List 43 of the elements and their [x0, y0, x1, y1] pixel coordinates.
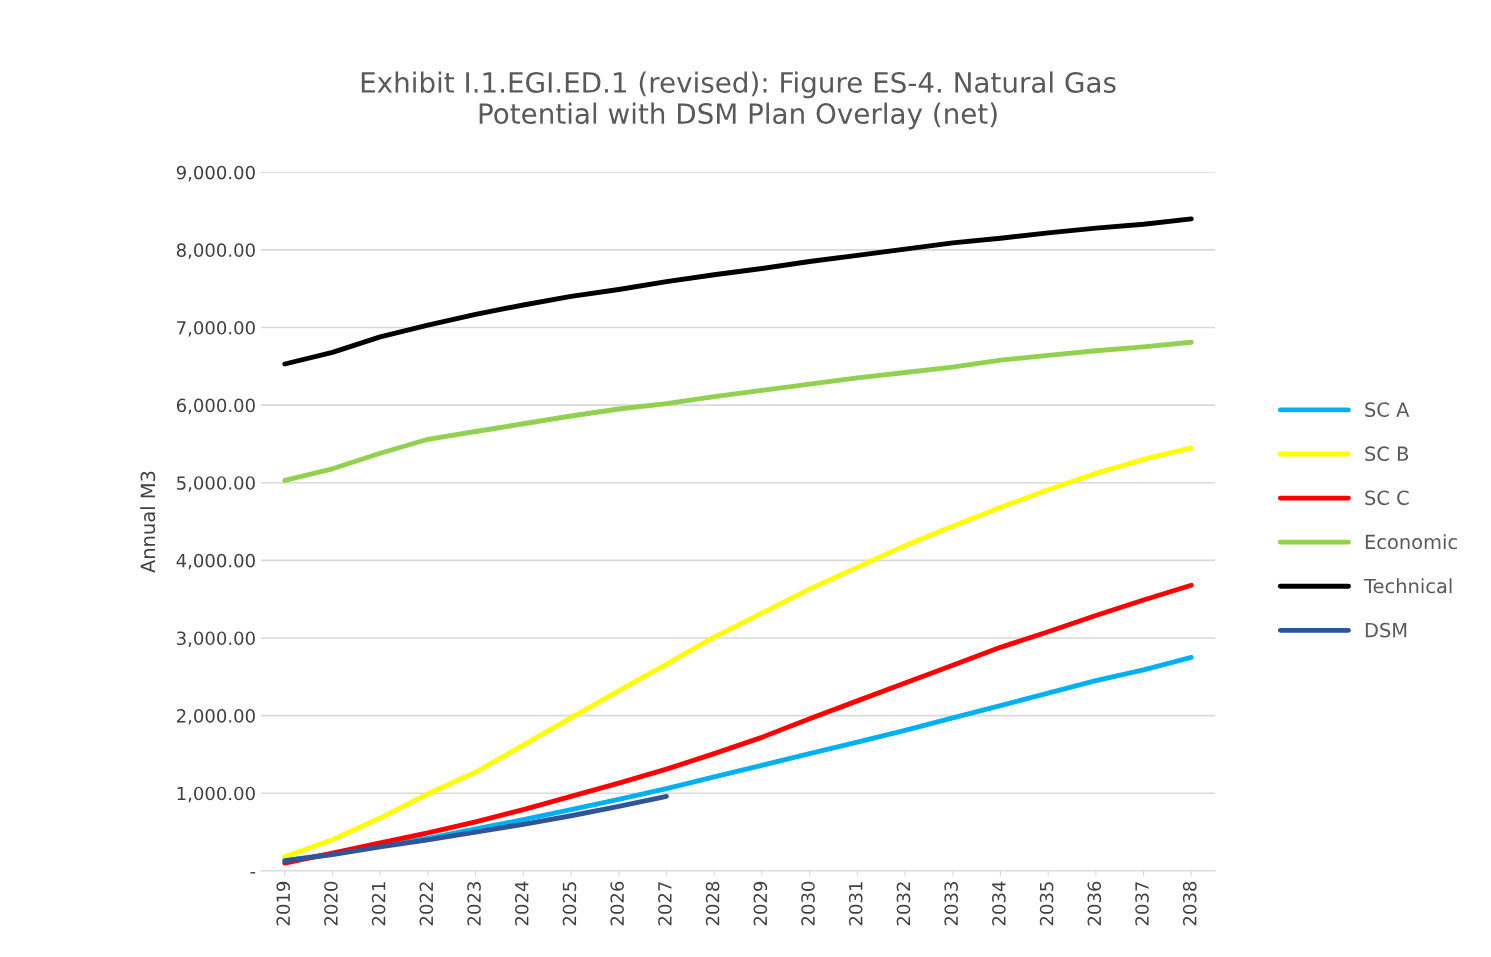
- y-tick-label: 2,000.00: [176, 709, 255, 725]
- y-tick-label: 5,000.00: [177, 476, 255, 492]
- y-tick-label: -: [250, 872, 256, 874]
- x-tick-label: 2028: [705, 881, 720, 926]
- x-tick-label: 2026: [610, 881, 624, 926]
- y-tick-label: 7,000.00: [177, 320, 255, 337]
- x-tick-label: 2020: [324, 881, 338, 926]
- legend-label: SC C: [1365, 490, 1409, 506]
- y-axis-title: Annual M3: [140, 471, 156, 573]
- line-series: [282, 582, 1194, 866]
- x-tick-label: 2025: [562, 882, 577, 926]
- line-series: [282, 445, 1194, 860]
- line-series: [282, 339, 1194, 483]
- y-tick-label: 1,000.00: [177, 786, 255, 803]
- x-tick-label: 2024: [514, 881, 529, 926]
- x-tick-label: 2029: [753, 881, 768, 926]
- y-tick-label: 3,000.00: [177, 631, 255, 647]
- y-tick-label: 4,000.00: [176, 553, 255, 570]
- x-tick-label: 2036: [1087, 881, 1102, 926]
- x-tick-label: 2030: [801, 881, 815, 926]
- y-tick-label: 6,000.00: [176, 398, 255, 415]
- legend-label: Technical: [1363, 578, 1452, 594]
- x-tick-label: 2035: [1039, 882, 1054, 926]
- x-tick-label: 2031: [848, 882, 863, 926]
- x-tick-label: 2023: [467, 882, 481, 926]
- chart-title: Exhibit I.1.EGI.ED.1 (revised): Figure ES-4. Natural Gas Potential with DSM Plan Overlay (net): [361, 71, 1116, 130]
- legend-label: SC A: [1365, 402, 1410, 417]
- y-tick-label: 9,000.00: [176, 165, 255, 182]
- x-tick-label: 2037: [1135, 882, 1149, 926]
- legend-label: DSM: [1365, 622, 1407, 638]
- x-tick-label: 2021: [371, 882, 386, 926]
- line-series: [282, 793, 669, 864]
- legend-label: SC B: [1365, 446, 1409, 462]
- x-tick-label: 2027: [658, 882, 672, 926]
- x-tick-label: 2034: [992, 881, 1006, 926]
- line-series: [282, 216, 1194, 367]
- y-tick-label: 8,000.00: [176, 243, 255, 259]
- legend-label: Economic: [1365, 534, 1457, 550]
- x-tick-label: 2038: [1182, 881, 1197, 926]
- x-tick-label: 2022: [419, 882, 434, 926]
- x-tick-label: 2019: [276, 881, 291, 926]
- x-tick-label: 2032: [896, 882, 911, 926]
- x-tick-label: 2033: [944, 882, 958, 926]
